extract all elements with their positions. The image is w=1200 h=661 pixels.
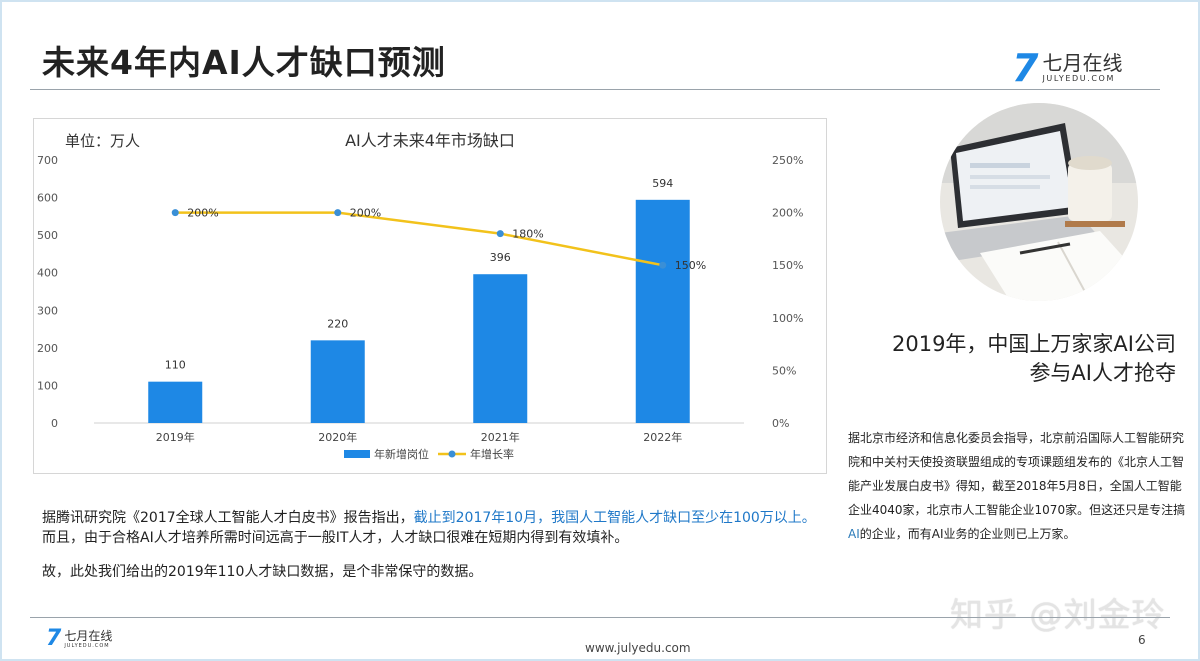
y-left-tick-label: 0 [51,417,58,430]
y-left-tick-label: 700 [37,154,58,167]
legend-line-label: 年增长率 [470,447,514,461]
x-tick-label: 2019年 [156,430,195,444]
bar-2022年 [635,199,690,423]
growth-rate-point [496,230,504,238]
footer-divider [30,617,1170,618]
y-left-tick-label: 600 [37,192,58,205]
chart-panel: 单位：万人 AI人才未来4年市场缺口 0 100 200 300 400 500 600 700 0… [33,118,827,474]
footer-logo-domain: JULYEDU.COM [64,642,110,649]
y-left-tick-label: 200 [37,342,58,355]
ai-talent-gap-chart: 单位：万人 AI人才未来4年市场缺口 0 100 200 300 400 500 600 700 0… [37,131,803,461]
logo-name: 七月在线 [1042,51,1123,75]
side-note-text-b: 的企业，而有AI业务的企业则已上万家。 [859,527,1076,541]
bar-value-label: 594 [652,177,673,190]
title-divider [30,89,1160,90]
body-paragraph-1: 据腾讯研究院《2017全球人工智能人才白皮书》报告指出，截止到2017年10月，… [42,508,822,548]
bar-2020年 [310,340,365,423]
y-right-tick-label: 50% [772,364,796,377]
growth-rate-point [171,209,179,217]
legend-line-marker [448,450,456,458]
growth-rate-label: 150% [675,259,706,272]
side-note-text-a: 据北京市经济和信息化委员会指导，北京前沿国际人工智能研究院和中关村天使投资联盟组… [848,431,1186,517]
y-right-tick-label: 250% [772,154,803,167]
y-left-tick-label: 400 [37,267,58,280]
body-p1-lead: 据腾讯研究院《2017全球人工智能人才白皮书》报告指出， [42,510,414,526]
bar-value-label: 220 [327,317,348,330]
x-tick-label: 2020年 [318,430,357,444]
page-title: 未来4年内AI人才缺口预测 [42,43,446,82]
body-p1-tail: 而且，由于合格AI人才培养所需时间远高于一般IT人才，人才缺口很难在短期内得到有… [42,530,629,546]
footer-logo-mark: 7 [46,626,62,651]
page-number: 6 [1138,633,1146,647]
watermark-text: 知乎 @刘金玲 [950,595,1166,634]
body-text: 据腾讯研究院《2017全球人工智能人才白皮书》报告指出，截止到2017年10月，… [42,508,822,596]
caption-line-1: 2019年，中国上万家家AI公司 [891,332,1176,356]
laptop-notebook-photo [940,103,1138,301]
logo-domain: JULYEDU.COM [1042,74,1115,83]
x-tick-label: 2021年 [481,430,520,444]
brand-logo: 7 七月在线 JULYEDU.COM [1012,49,1122,87]
chart-title: AI人才未来4年市场缺口 [345,131,515,150]
body-paragraph-2: 故，此处我们给出的2019年110人才缺口数据，是个非常保守的数据。 [42,564,483,580]
y-left-tick-label: 300 [37,304,58,317]
growth-rate-label: 180% [512,228,543,241]
y-left-tick-label: 500 [37,229,58,242]
footer-url-link[interactable]: www.julyedu.com [585,641,691,655]
bar-2019年 [148,381,203,423]
footer-logo: 7 七月在线 JULYEDU.COM [46,628,112,650]
y-right-tick-label: 200% [772,207,803,220]
side-note-highlight: AI [848,527,860,541]
logo-mark: 7 [1012,46,1039,90]
legend-bar-label: 年新增岗位 [374,447,429,461]
y-right-tick-label: 100% [772,312,803,325]
footer-logo-name: 七月在线 [64,628,113,643]
growth-rate-point [659,261,667,269]
body-p1-highlight: 截止到2017年10月，我国人工智能人才缺口至少在100万以上。 [413,510,816,526]
growth-rate-point [334,209,342,217]
chart-unit-label: 单位：万人 [65,132,140,150]
bar-value-label: 110 [165,359,186,372]
growth-rate-label: 200% [350,207,381,220]
y-left-tick-label: 100 [37,379,58,392]
x-tick-label: 2022年 [643,430,682,444]
bar-value-label: 396 [490,251,511,264]
y-right-tick-label: 0% [772,417,789,430]
bar-2021年 [473,274,528,423]
growth-rate-line [175,211,663,267]
growth-rate-label: 200% [187,207,218,220]
y-right-tick-label: 150% [772,259,803,272]
side-note: 据北京市经济和信息化委员会指导，北京前沿国际人工智能研究院和中关村天使投资联盟组… [848,426,1188,546]
photo-caption: 2019年，中国上万家家AI公司 参与AI人才抢夺 [846,330,1176,388]
caption-line-2: 参与AI人才抢夺 [1029,361,1176,385]
legend-bar-swatch [344,450,370,458]
